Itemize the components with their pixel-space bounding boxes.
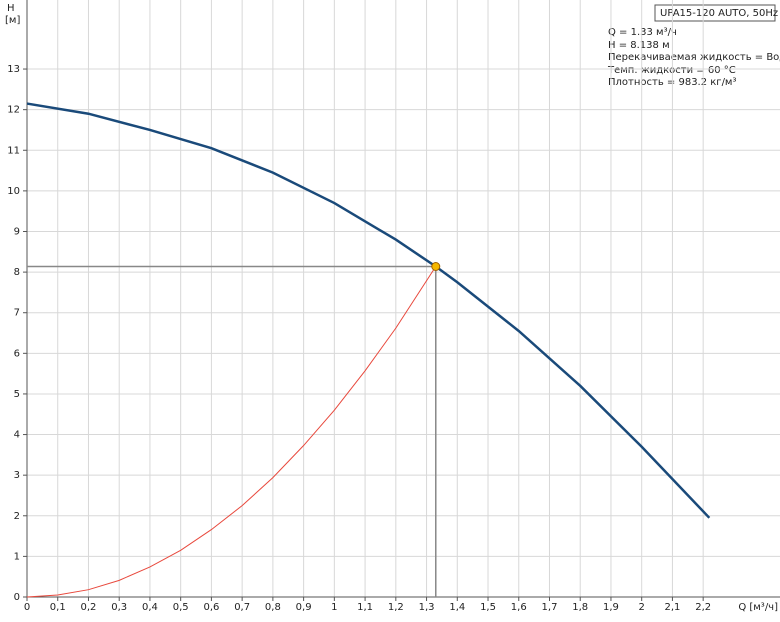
x-tick-label: 0,9 — [296, 602, 312, 613]
x-tick-label: 1,6 — [511, 602, 527, 613]
x-tick-label: 0,4 — [142, 602, 158, 613]
x-tick-label: 1,4 — [449, 602, 465, 613]
x-tick-label: 1 — [331, 602, 337, 613]
y-tick-label: 2 — [14, 511, 20, 522]
y-tick-label: 10 — [7, 186, 20, 197]
y-tick-label: 8 — [14, 267, 20, 278]
series-line — [26, 266, 437, 598]
y-axis-label: [м] — [5, 15, 20, 26]
info: H = 8.138 м — [608, 40, 670, 51]
y-tick-label: 13 — [7, 64, 20, 75]
info: Перекачиваемая жидкость = Вода — [608, 52, 780, 63]
x-tick-label: 1,1 — [357, 602, 373, 613]
x-tick-label: 1,3 — [419, 602, 435, 613]
series-line — [26, 102, 711, 519]
x-tick-label: 1,9 — [603, 602, 619, 613]
x-tick-label: 1,7 — [542, 602, 558, 613]
y-tick-label: 3 — [14, 470, 20, 481]
y-tick-label: 6 — [14, 348, 20, 359]
y-tick-label: 5 — [14, 389, 20, 400]
y-axis-label: H — [7, 3, 15, 14]
x-axis-label: Q [м³/ч] — [738, 602, 778, 613]
info: Темп. жидкости = 60 °C — [607, 65, 736, 76]
y-tick-label: 1 — [14, 551, 20, 562]
x-tick-label: 1,2 — [388, 602, 404, 613]
x-tick-label: 0,3 — [111, 602, 127, 613]
x-tick-label: 0,8 — [265, 602, 281, 613]
x-tick-label: 0,5 — [173, 602, 189, 613]
operating-point — [431, 261, 441, 271]
x-tick-label: 0,2 — [81, 602, 97, 613]
chart-title: UPA15-120 AUTO, 50Hz — [660, 8, 778, 19]
x-tick-label: 2,2 — [695, 602, 711, 613]
x-tick-label: 1,8 — [572, 602, 588, 613]
y-tick-label: 7 — [14, 308, 20, 319]
info: Q = 1.33 м³/ч — [608, 27, 677, 38]
y-tick-label: 11 — [7, 145, 20, 156]
title-box — [654, 4, 776, 22]
y-tick-label: 12 — [7, 105, 20, 116]
x-tick-label: 2 — [639, 602, 645, 613]
x-tick-label: 1,5 — [480, 602, 496, 613]
x-tick-label: 2,1 — [664, 602, 680, 613]
x-tick-label: 0,6 — [203, 602, 219, 613]
x-tick-label: 0 — [24, 602, 30, 613]
y-tick-label: 9 — [14, 226, 20, 237]
y-tick-label: 0 — [14, 592, 20, 603]
y-tick-label: 4 — [14, 430, 20, 441]
x-tick-label: 0,1 — [50, 602, 66, 613]
x-tick-label: 0,7 — [234, 602, 250, 613]
